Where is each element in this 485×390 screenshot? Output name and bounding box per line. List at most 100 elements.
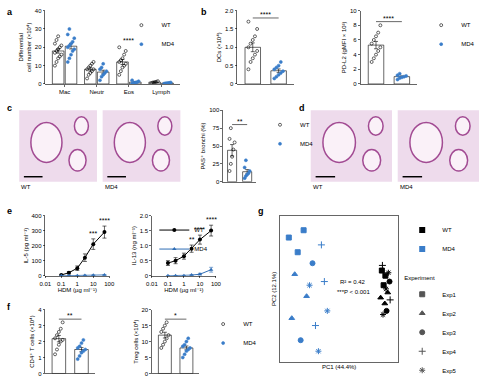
svg-text:IL-13 (ng ml⁻¹): IL-13 (ng ml⁻¹) bbox=[131, 226, 137, 265]
svg-text:WT: WT bbox=[300, 122, 310, 128]
svg-text:****: **** bbox=[99, 217, 110, 224]
svg-text:WT: WT bbox=[313, 184, 323, 190]
svg-text:3: 3 bbox=[38, 323, 42, 329]
svg-text:300: 300 bbox=[31, 228, 42, 234]
svg-text:PAS⁺ bronchi (%): PAS⁺ bronchi (%) bbox=[200, 122, 206, 169]
svg-text:1.5: 1.5 bbox=[140, 228, 149, 234]
svg-text:0: 0 bbox=[230, 81, 234, 87]
svg-text:b: b bbox=[201, 7, 207, 17]
svg-text:Neutr: Neutr bbox=[89, 89, 104, 95]
svg-text:1.5: 1.5 bbox=[225, 26, 234, 32]
svg-text:Experiment: Experiment bbox=[404, 275, 435, 281]
svg-text:0.1: 0.1 bbox=[57, 281, 66, 287]
svg-text:0.1: 0.1 bbox=[164, 281, 173, 287]
svg-text:2: 2 bbox=[38, 339, 42, 345]
svg-text:1.0: 1.0 bbox=[225, 44, 234, 50]
svg-text:0: 0 bbox=[145, 273, 149, 279]
svg-text:e: e bbox=[7, 206, 12, 216]
svg-text:MD4: MD4 bbox=[105, 184, 118, 190]
svg-text:2: 2 bbox=[353, 66, 357, 72]
svg-text:Exp4: Exp4 bbox=[442, 349, 456, 355]
svg-text:100: 100 bbox=[209, 107, 220, 113]
svg-text:MD4: MD4 bbox=[161, 41, 174, 47]
svg-text:*: * bbox=[174, 312, 177, 319]
svg-text:MD4: MD4 bbox=[400, 184, 413, 190]
svg-text:WT: WT bbox=[21, 184, 31, 190]
svg-text:6: 6 bbox=[353, 37, 357, 43]
svg-text:40: 40 bbox=[35, 8, 42, 14]
svg-text:**: ** bbox=[189, 236, 195, 243]
svg-text:HDM (µg ml⁻¹): HDM (µg ml⁻¹) bbox=[58, 287, 97, 293]
svg-text:10: 10 bbox=[141, 339, 148, 345]
svg-text:**: ** bbox=[67, 312, 73, 319]
svg-text:100: 100 bbox=[211, 281, 222, 287]
svg-text:WT: WT bbox=[461, 22, 471, 28]
svg-text:Exp2: Exp2 bbox=[442, 311, 456, 317]
svg-text:Mac: Mac bbox=[59, 89, 70, 95]
svg-text:IL-5 (pg ml⁻¹): IL-5 (pg ml⁻¹) bbox=[23, 228, 29, 264]
svg-text:Differentialcell number (×10⁴): Differentialcell number (×10⁴) bbox=[18, 23, 32, 72]
svg-text:a: a bbox=[7, 7, 13, 17]
svg-text:****: **** bbox=[206, 216, 217, 223]
svg-text:MD4: MD4 bbox=[442, 246, 455, 252]
svg-text:100: 100 bbox=[31, 258, 42, 264]
svg-text:0.5: 0.5 bbox=[225, 63, 234, 69]
svg-text:***: *** bbox=[89, 230, 97, 237]
svg-text:****: **** bbox=[260, 11, 271, 18]
svg-text:50: 50 bbox=[213, 143, 220, 149]
svg-text:R² = 0.42: R² = 0.42 bbox=[340, 279, 366, 285]
svg-text:0: 0 bbox=[38, 81, 42, 87]
svg-text:10: 10 bbox=[350, 8, 357, 14]
svg-text:Exp3: Exp3 bbox=[442, 330, 456, 336]
svg-text:***P < 0.001: ***P < 0.001 bbox=[337, 289, 370, 295]
svg-text:PD-L2 (gMFI × 10³): PD-L2 (gMFI × 10³) bbox=[341, 21, 347, 73]
svg-text:20: 20 bbox=[141, 307, 148, 313]
svg-text:c: c bbox=[7, 103, 12, 113]
svg-text:30: 30 bbox=[35, 26, 42, 32]
svg-text:****: **** bbox=[194, 226, 205, 233]
svg-text:WT: WT bbox=[243, 321, 253, 327]
svg-text:0: 0 bbox=[216, 179, 220, 185]
svg-text:Treg cells (×10⁴): Treg cells (×10⁴) bbox=[133, 319, 139, 363]
svg-text:PC1 (44.4%): PC1 (44.4%) bbox=[322, 364, 356, 370]
svg-text:100: 100 bbox=[104, 281, 115, 287]
svg-text:DCs (×10⁴): DCs (×10⁴) bbox=[216, 32, 222, 62]
svg-text:10: 10 bbox=[90, 281, 97, 287]
svg-text:1: 1 bbox=[76, 281, 80, 287]
svg-text:2.0: 2.0 bbox=[140, 213, 149, 219]
svg-text:****: **** bbox=[383, 15, 394, 22]
svg-text:1: 1 bbox=[38, 355, 42, 361]
svg-text:Exp5: Exp5 bbox=[442, 368, 456, 374]
svg-text:****: **** bbox=[123, 37, 134, 44]
svg-text:Exp1: Exp1 bbox=[442, 292, 456, 298]
svg-text:0.01: 0.01 bbox=[146, 281, 158, 287]
svg-text:CD4⁺ T cells (×10⁴): CD4⁺ T cells (×10⁴) bbox=[29, 315, 35, 367]
svg-text:200: 200 bbox=[31, 243, 42, 249]
svg-text:5: 5 bbox=[145, 355, 149, 361]
svg-text:10: 10 bbox=[35, 63, 42, 69]
svg-text:g: g bbox=[258, 206, 264, 216]
svg-text:1.0: 1.0 bbox=[140, 243, 149, 249]
svg-text:4: 4 bbox=[38, 307, 42, 313]
svg-text:25: 25 bbox=[213, 161, 220, 167]
svg-text:0.01: 0.01 bbox=[39, 281, 51, 287]
svg-text:MD4: MD4 bbox=[243, 340, 256, 346]
svg-text:MD4: MD4 bbox=[461, 41, 474, 47]
svg-text:Eos: Eos bbox=[124, 89, 134, 95]
svg-text:1: 1 bbox=[182, 281, 186, 287]
svg-text:MD4: MD4 bbox=[194, 246, 207, 252]
svg-text:75: 75 bbox=[213, 125, 220, 131]
svg-text:0: 0 bbox=[353, 81, 357, 87]
svg-text:MD4: MD4 bbox=[300, 141, 313, 147]
svg-text:2.0: 2.0 bbox=[225, 8, 234, 14]
svg-text:15: 15 bbox=[141, 323, 148, 329]
svg-text:0: 0 bbox=[38, 371, 42, 377]
svg-text:0.5: 0.5 bbox=[140, 258, 149, 264]
svg-text:20: 20 bbox=[35, 44, 42, 50]
svg-text:Lymph: Lymph bbox=[152, 89, 170, 95]
svg-text:WT: WT bbox=[442, 227, 452, 233]
svg-text:PC2 (12.1%): PC2 (12.1%) bbox=[271, 272, 277, 306]
svg-text:10: 10 bbox=[197, 281, 204, 287]
svg-text:f: f bbox=[7, 302, 11, 312]
svg-text:HDM (µg ml⁻¹): HDM (µg ml⁻¹) bbox=[164, 287, 203, 293]
